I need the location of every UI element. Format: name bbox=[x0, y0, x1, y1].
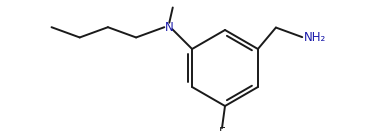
Text: NH₂: NH₂ bbox=[304, 31, 327, 44]
Text: F: F bbox=[219, 127, 225, 131]
Text: N: N bbox=[165, 21, 174, 34]
